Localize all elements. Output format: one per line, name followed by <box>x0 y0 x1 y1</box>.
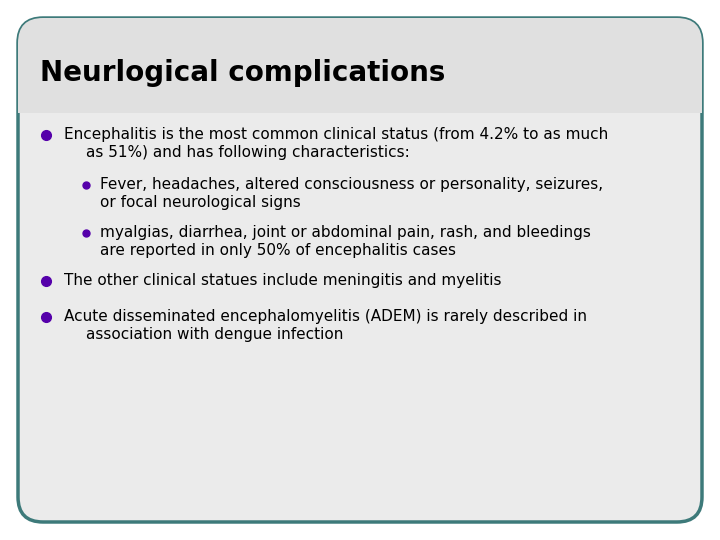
FancyBboxPatch shape <box>18 18 702 113</box>
Text: Neurlogical complications: Neurlogical complications <box>40 59 446 87</box>
Bar <box>18 66 702 113</box>
Text: Acute disseminated encephalomyelitis (ADEM) is rarely described in: Acute disseminated encephalomyelitis (AD… <box>64 309 587 325</box>
Text: are reported in only 50% of encephalitis cases: are reported in only 50% of encephalitis… <box>100 244 456 259</box>
Text: or focal neurological signs: or focal neurological signs <box>100 195 301 211</box>
Text: Encephalitis is the most common clinical status (from 4.2% to as much: Encephalitis is the most common clinical… <box>64 127 608 143</box>
FancyBboxPatch shape <box>18 18 702 522</box>
Text: myalgias, diarrhea, joint or abdominal pain, rash, and bleedings: myalgias, diarrhea, joint or abdominal p… <box>100 226 591 240</box>
Text: Fever, headaches, altered consciousness or personality, seizures,: Fever, headaches, altered consciousness … <box>100 178 603 192</box>
Text: The other clinical statues include meningitis and myelitis: The other clinical statues include menin… <box>64 273 502 288</box>
Text: association with dengue infection: association with dengue infection <box>86 327 343 342</box>
Text: as 51%) and has following characteristics:: as 51%) and has following characteristic… <box>86 145 410 160</box>
